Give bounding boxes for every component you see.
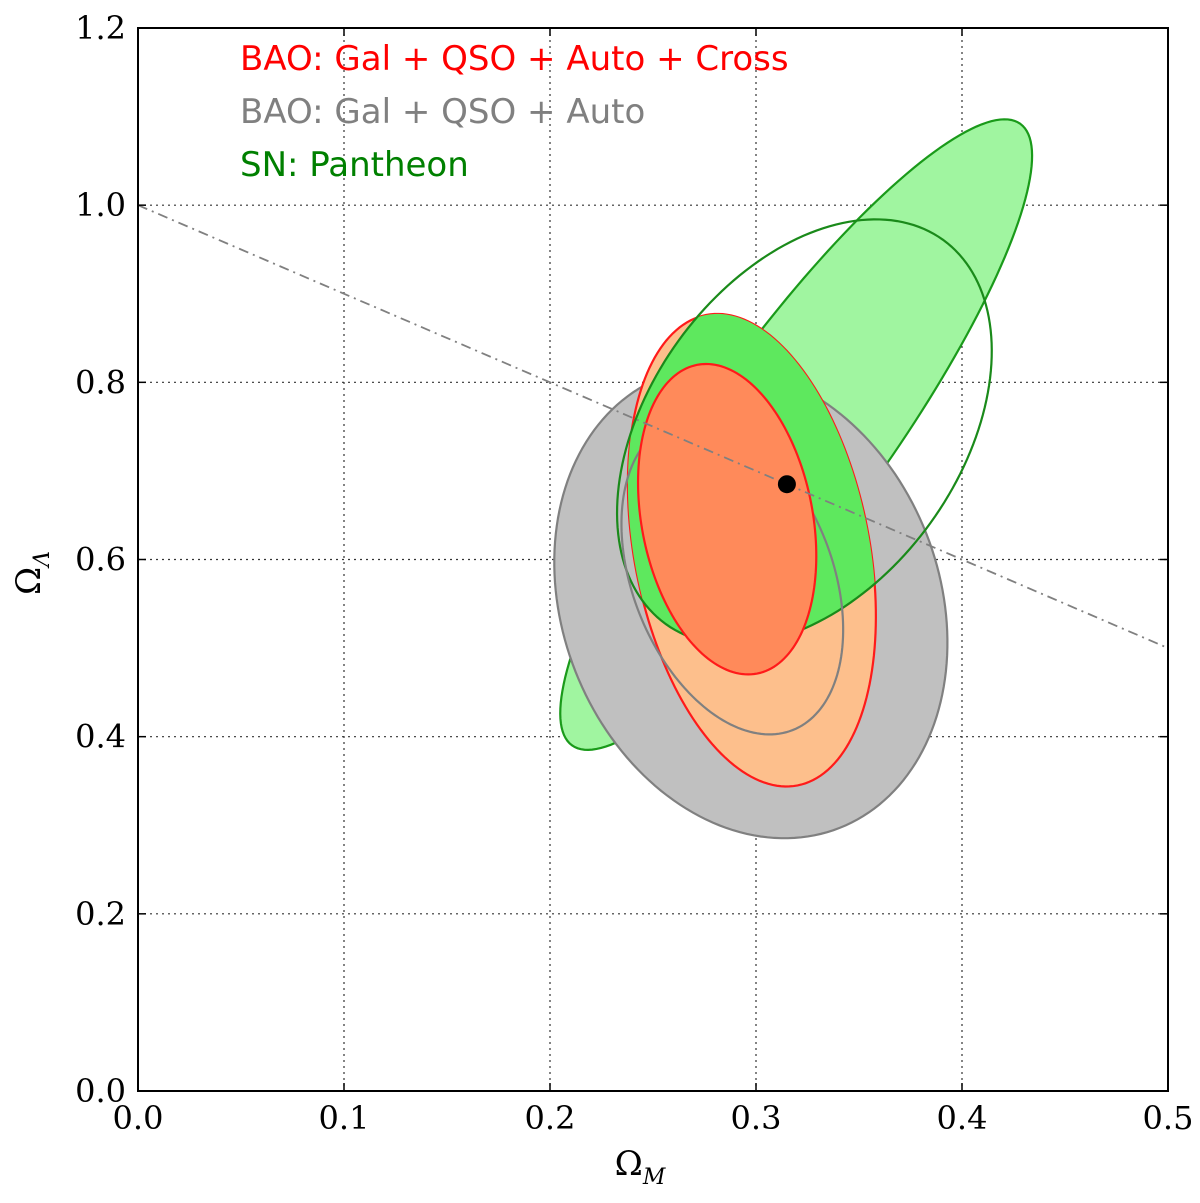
- y-axis-label-main: Ω: [9, 567, 49, 595]
- x-axis-label-sub: M: [642, 1165, 666, 1190]
- legend-entry-bao-auto: BAO: Gal + QSO + Auto: [240, 92, 645, 132]
- x-tick-label: 0.5: [1143, 1099, 1194, 1137]
- x-tick-label: 0.4: [937, 1099, 988, 1137]
- contour-sn-pantheon-1-sigma: [615, 218, 993, 646]
- contour-bao-gal-qso-auto-cross-1-sigma: [636, 362, 818, 676]
- x-tick-label: 0.1: [319, 1099, 370, 1137]
- x-tick-label: 0.3: [731, 1099, 782, 1137]
- legend: BAO: Gal + QSO + Auto + Cross BAO: Gal +…: [240, 39, 789, 185]
- contours: [553, 118, 1034, 840]
- x-tick-label: 0.0: [113, 1099, 164, 1137]
- y-tick-label: 1.2: [75, 9, 126, 47]
- y-tick-label: 0.8: [75, 363, 126, 401]
- ticks: 0.0 0.1 0.2 0.3 0.4 0.5 0.0 0.2 0.4 0.6 0.8 1.0 1.2: [75, 9, 1193, 1137]
- y-tick-label: 0.4: [75, 718, 126, 756]
- best-fit-point: [777, 475, 796, 494]
- y-axis-label: ΩΛ: [9, 551, 55, 595]
- y-axis-label-sub: Λ: [30, 551, 55, 569]
- legend-entry-bao-cross: BAO: Gal + QSO + Auto + Cross: [240, 39, 789, 79]
- y-tick-label: 0.2: [75, 895, 126, 933]
- x-axis-label-main: Ω: [615, 1144, 643, 1184]
- best-fit-group: [777, 475, 796, 494]
- y-tick-label: 0.0: [75, 1072, 126, 1110]
- y-tick-label: 0.6: [75, 541, 126, 579]
- y-tick-label: 1.0: [75, 186, 126, 224]
- legend-entry-sn-pantheon: SN: Pantheon: [240, 145, 469, 185]
- x-axis-label: ΩM: [615, 1144, 666, 1190]
- x-tick-label: 0.2: [525, 1099, 576, 1137]
